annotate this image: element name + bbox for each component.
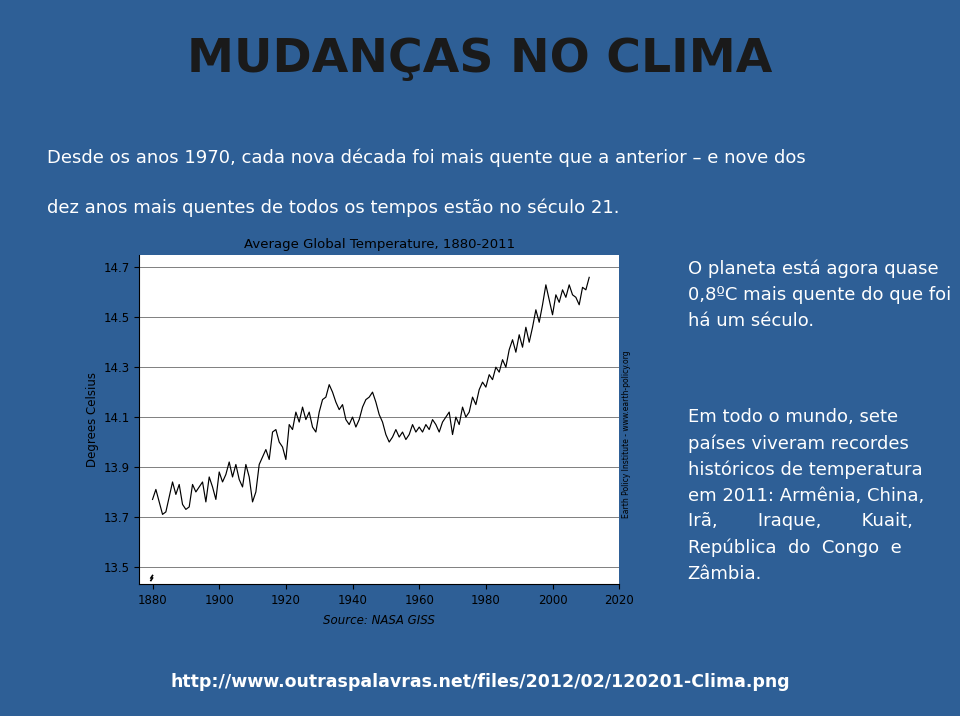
Y-axis label: Degrees Celsius: Degrees Celsius bbox=[86, 372, 99, 467]
X-axis label: Source: NASA GISS: Source: NASA GISS bbox=[324, 614, 435, 627]
Text: Desde os anos 1970, cada nova década foi mais quente que a anterior – e nove dos: Desde os anos 1970, cada nova década foi… bbox=[47, 148, 805, 167]
Text: Em todo o mundo, sete
países viveram recordes
históricos de temperatura
em 2011:: Em todo o mundo, sete países viveram rec… bbox=[687, 408, 924, 583]
Text: O planeta está agora quase
0,8ºC mais quente do que foi
há um século.: O planeta está agora quase 0,8ºC mais qu… bbox=[687, 260, 950, 329]
Text: Earth Policy Institute - www.earth-policy.org: Earth Policy Institute - www.earth-polic… bbox=[622, 350, 631, 518]
Text: dez anos mais quentes de todos os tempos estão no século 21.: dez anos mais quentes de todos os tempos… bbox=[47, 198, 619, 217]
Title: Average Global Temperature, 1880-2011: Average Global Temperature, 1880-2011 bbox=[244, 238, 515, 251]
Text: MUDANÇAS NO CLIMA: MUDANÇAS NO CLIMA bbox=[187, 37, 773, 82]
Text: http://www.outraspalavras.net/files/2012/02/120201-Clima.png: http://www.outraspalavras.net/files/2012… bbox=[170, 673, 790, 692]
